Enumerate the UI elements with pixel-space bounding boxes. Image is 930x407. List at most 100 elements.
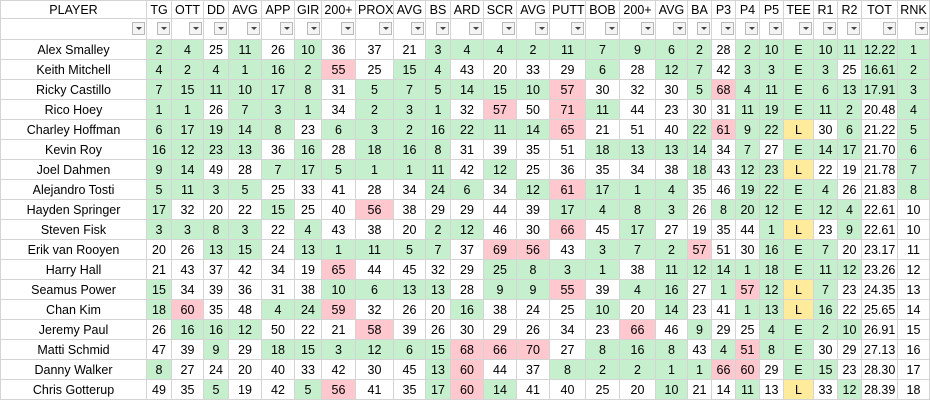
- stat-cell: 41: [321, 179, 356, 200]
- filter-cell: [146, 18, 172, 40]
- stat-cell: 65: [549, 119, 586, 140]
- stat-cell: 1: [393, 159, 426, 180]
- stat-cell: 45: [393, 359, 426, 380]
- stat-cell: 33: [516, 59, 550, 80]
- stat-cell: 21: [146, 259, 172, 280]
- stat-cell: 7: [393, 79, 426, 100]
- stat-cell: 48: [228, 299, 262, 320]
- stat-cell: 18: [585, 139, 620, 160]
- filter-button[interactable]: [823, 22, 836, 35]
- stat-cell: 15: [171, 79, 204, 100]
- stat-cell: 2: [171, 59, 204, 80]
- data-row: Chan Kim 18 60 35 48 4 24 59 32 26 20 16 38 24 25 10 20 1…: [0, 299, 930, 320]
- stat-cell: 16: [619, 339, 656, 360]
- filter-button[interactable]: [769, 22, 782, 35]
- stat-cell: 11: [171, 179, 204, 200]
- filter-button[interactable]: [280, 22, 293, 35]
- stat-cell: 19: [735, 179, 760, 200]
- filter-button[interactable]: [799, 22, 812, 35]
- stat-cell: 44: [483, 359, 517, 380]
- filter-button[interactable]: [883, 22, 896, 35]
- column-header: P4: [735, 0, 760, 19]
- stat-cell: 17: [425, 379, 451, 400]
- stat-cell: 16: [813, 299, 838, 320]
- stat-cell: 3: [549, 259, 586, 280]
- stat-cell: 26: [393, 299, 426, 320]
- filter-button[interactable]: [214, 22, 227, 35]
- stat-cell: 3: [585, 239, 620, 260]
- stat-cell: 23: [203, 139, 229, 160]
- filter-button[interactable]: [157, 22, 170, 35]
- stat-cell: 23: [687, 299, 712, 320]
- stat-cell: L: [783, 119, 814, 140]
- filter-button[interactable]: [307, 22, 320, 35]
- stat-cell: 35: [203, 299, 229, 320]
- stat-cell: 1: [228, 59, 262, 80]
- filter-cell: [203, 18, 229, 40]
- filter-button[interactable]: [571, 22, 584, 35]
- stat-cell: 30: [735, 239, 760, 260]
- stat-cell: 43: [687, 339, 712, 360]
- stat-cell: 1: [171, 99, 204, 120]
- stat-cell: 21.83: [861, 179, 898, 200]
- stat-cell: 15: [261, 199, 295, 220]
- filter-cell: [837, 18, 862, 40]
- player-name: Seamus Power: [0, 279, 147, 300]
- stat-cell: 35: [711, 219, 736, 240]
- stat-cell: 11: [735, 99, 760, 120]
- stat-cell: 10: [516, 79, 550, 100]
- stat-cell: 68: [711, 79, 736, 100]
- stat-cell: 23: [294, 119, 322, 140]
- data-row: Kevin Roy 16 12 23 13 36 16 28 18 16 8 31 39 35 51 18 13…: [0, 139, 930, 160]
- stat-cell: 7: [897, 159, 930, 180]
- filter-button[interactable]: [847, 22, 860, 35]
- stat-cell: 42: [261, 379, 295, 400]
- stat-cell: E: [783, 99, 814, 120]
- data-row: Harry Hall 21 43 37 42 34 19 65 44 45 32 29 25 8 3 1 38 1…: [0, 259, 930, 280]
- stat-cell: 21.22: [861, 119, 898, 140]
- filter-button[interactable]: [469, 22, 482, 35]
- stat-cell: 10: [585, 299, 620, 320]
- filter-button[interactable]: [411, 22, 424, 35]
- filter-button[interactable]: [641, 22, 654, 35]
- stat-cell: 3: [321, 339, 356, 360]
- filter-button[interactable]: [535, 22, 548, 35]
- stat-cell: E: [783, 339, 814, 360]
- filter-button[interactable]: [379, 22, 392, 35]
- stat-cell: 16: [897, 339, 930, 360]
- stat-cell: 15: [897, 319, 930, 340]
- filter-button[interactable]: [721, 22, 734, 35]
- stat-cell: L: [783, 159, 814, 180]
- filter-button[interactable]: [605, 22, 618, 35]
- filter-button[interactable]: [697, 22, 710, 35]
- filter-button[interactable]: [915, 22, 928, 35]
- stat-cell: 19: [837, 159, 862, 180]
- stat-cell: 32: [450, 99, 484, 120]
- stat-cell: 34: [393, 179, 426, 200]
- filter-button[interactable]: [189, 22, 202, 35]
- stat-cell: 5: [228, 179, 262, 200]
- stat-cell: 20: [483, 59, 517, 80]
- filter-button[interactable]: [436, 22, 449, 35]
- stat-cell: 37: [203, 259, 229, 280]
- filter-button[interactable]: [247, 22, 260, 35]
- filter-cell: [585, 18, 620, 40]
- filter-button[interactable]: [502, 22, 515, 35]
- stat-cell: 34: [619, 159, 656, 180]
- stat-cell: 43: [549, 239, 586, 260]
- filter-button[interactable]: [673, 22, 686, 35]
- stat-cell: 28: [450, 279, 484, 300]
- filter-button[interactable]: [132, 22, 145, 35]
- filter-button[interactable]: [745, 22, 758, 35]
- stat-cell: 2: [735, 39, 760, 60]
- stat-cell: 40: [549, 379, 586, 400]
- stat-cell: 20: [837, 239, 862, 260]
- stat-cell: 1: [355, 159, 394, 180]
- filter-cell: [294, 18, 322, 40]
- stat-cell: 42: [228, 259, 262, 280]
- stat-cell: 30: [655, 79, 688, 100]
- stat-cell: 51: [549, 139, 586, 160]
- stat-cell: 71: [549, 99, 586, 120]
- stat-cell: 11: [897, 239, 930, 260]
- filter-button[interactable]: [341, 22, 354, 35]
